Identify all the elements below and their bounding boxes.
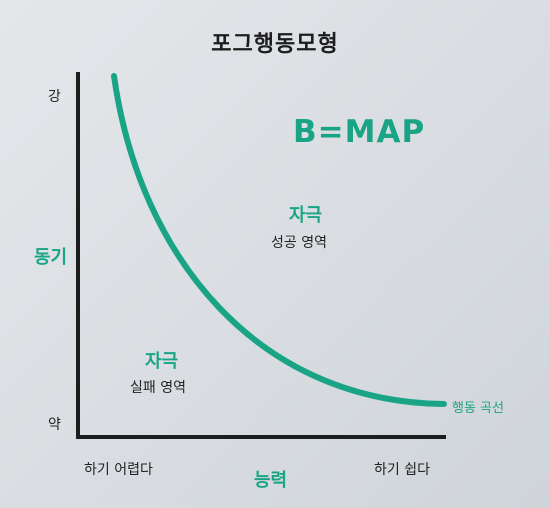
x-axis-label: 능력 <box>254 470 288 491</box>
failure-zone-subtitle: 실패 영역 <box>130 380 186 396</box>
diagram-title: 포그행동모형 <box>211 32 339 57</box>
action-curve-label: 행동 곡선 <box>452 401 504 416</box>
equation-label: B=MAP <box>293 114 426 150</box>
x-axis-left-tick: 하기 어렵다 <box>84 462 153 478</box>
failure-zone-title: 자극 <box>145 351 179 372</box>
y-axis-label: 동기 <box>34 247 68 268</box>
y-axis-top-tick: 강 <box>48 89 61 105</box>
success-zone-subtitle: 성공 영역 <box>271 235 327 251</box>
success-zone-title: 자극 <box>289 205 323 226</box>
y-axis-bottom-tick: 약 <box>48 417 61 433</box>
x-axis-right-tick: 하기 쉽다 <box>374 462 430 478</box>
action-line-curve <box>111 73 447 407</box>
